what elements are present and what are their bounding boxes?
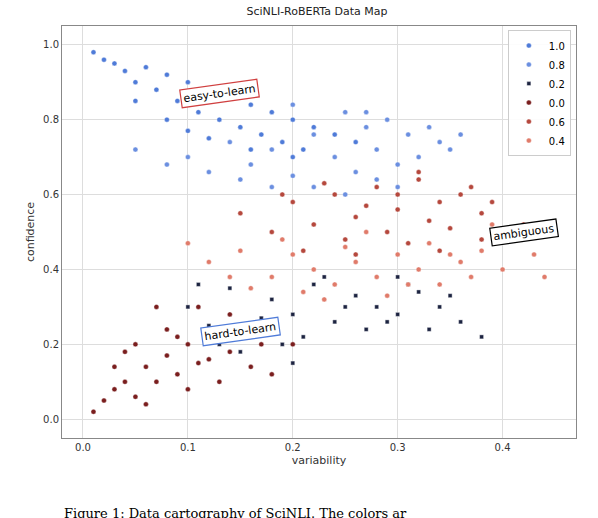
svg-text:0.0: 0.0 xyxy=(43,414,59,425)
svg-text:0.6: 0.6 xyxy=(549,117,565,128)
svg-text:0.0: 0.0 xyxy=(75,442,91,453)
svg-text:ambiguous: ambiguous xyxy=(493,222,555,243)
svg-text:variability: variability xyxy=(292,454,347,467)
svg-text:0.2: 0.2 xyxy=(549,79,565,90)
svg-text:0.1: 0.1 xyxy=(180,442,196,453)
svg-text:0.3: 0.3 xyxy=(390,442,406,453)
svg-text:easy-to-learn: easy-to-learn xyxy=(183,82,257,105)
svg-text:0.2: 0.2 xyxy=(285,442,301,453)
svg-text:0.4: 0.4 xyxy=(495,442,511,453)
svg-text:0.8: 0.8 xyxy=(43,114,59,125)
svg-text:SciNLI-RoBERTa Data Map: SciNLI-RoBERTa Data Map xyxy=(246,5,387,18)
svg-text:0.0: 0.0 xyxy=(549,98,565,109)
svg-text:0.4: 0.4 xyxy=(43,264,59,275)
svg-text:0.8: 0.8 xyxy=(549,60,565,71)
svg-text:1.0: 1.0 xyxy=(549,41,565,52)
svg-text:hard-to-learn: hard-to-learn xyxy=(204,320,277,343)
svg-text:0.4: 0.4 xyxy=(549,136,565,147)
svg-text:confidence: confidence xyxy=(24,202,37,262)
svg-text:1.0: 1.0 xyxy=(43,39,59,50)
svg-text:Figure 1: Data cartography of: Figure 1: Data cartography of SciNLI. Th… xyxy=(64,506,407,518)
svg-text:0.2: 0.2 xyxy=(43,339,59,350)
svg-text:0.6: 0.6 xyxy=(43,189,59,200)
